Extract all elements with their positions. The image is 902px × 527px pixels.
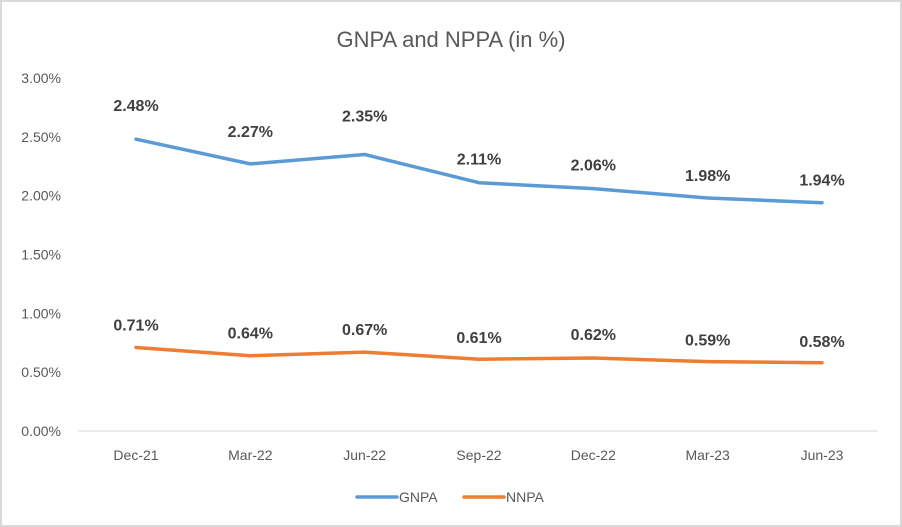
x-tick-label: Mar-23 xyxy=(685,447,730,463)
data-label-nnpa: 0.67% xyxy=(342,322,387,339)
y-tick-label: 1.50% xyxy=(21,247,61,263)
data-label-nnpa: 0.61% xyxy=(456,330,501,347)
data-label-nnpa: 0.64% xyxy=(228,326,273,343)
data-label-nnpa: 0.59% xyxy=(685,333,730,350)
legend-label-gnpa: GNPA xyxy=(399,489,438,505)
data-label-gnpa: 1.94% xyxy=(799,173,844,190)
y-tick-label: 2.00% xyxy=(21,188,61,204)
x-tick-label: Dec-21 xyxy=(113,447,158,463)
data-label-nnpa: 0.58% xyxy=(799,334,844,351)
y-tick-label: 2.50% xyxy=(21,129,61,145)
x-tick-label: Sep-22 xyxy=(456,447,501,463)
data-label-nnpa: 0.71% xyxy=(113,317,158,334)
data-label-gnpa: 2.11% xyxy=(457,152,501,169)
data-label-gnpa: 2.48% xyxy=(113,98,158,115)
data-label-gnpa: 1.98% xyxy=(685,168,730,185)
x-tick-label: Jun-23 xyxy=(801,447,844,463)
series-line-nnpa xyxy=(134,345,824,365)
legend-label-nnpa: NNPA xyxy=(506,489,545,505)
data-label-gnpa: 2.06% xyxy=(571,158,616,175)
y-tick-label: 3.00% xyxy=(21,70,61,86)
series-line-gnpa xyxy=(134,137,824,205)
y-axis: 0.00% 0.50% 1.00% 1.50% 2.00% 2.50% 3.00% xyxy=(21,70,61,439)
legend: GNPA NNPA xyxy=(355,489,545,505)
chart-title: GNPA and NPPA (in %) xyxy=(336,27,565,52)
x-tick-label: Jun-22 xyxy=(343,447,386,463)
x-axis: Dec-21 Mar-22 Jun-22 Sep-22 Dec-22 Mar-23 Jun-… xyxy=(78,430,878,463)
y-tick-label: 0.00% xyxy=(21,423,61,439)
data-label-gnpa: 2.35% xyxy=(342,108,387,125)
y-tick-label: 1.00% xyxy=(21,305,61,321)
data-label-gnpa: 2.27% xyxy=(228,124,273,141)
data-label-nnpa: 0.62% xyxy=(571,327,616,344)
x-tick-label: Mar-22 xyxy=(228,447,273,463)
y-tick-label: 0.50% xyxy=(21,364,61,380)
series-group: 2.48% 2.27% 2.35% 2.11% 2.06% 1.98% 1.94% 0.71%… xyxy=(113,98,845,365)
x-tick-label: Dec-22 xyxy=(571,447,616,463)
